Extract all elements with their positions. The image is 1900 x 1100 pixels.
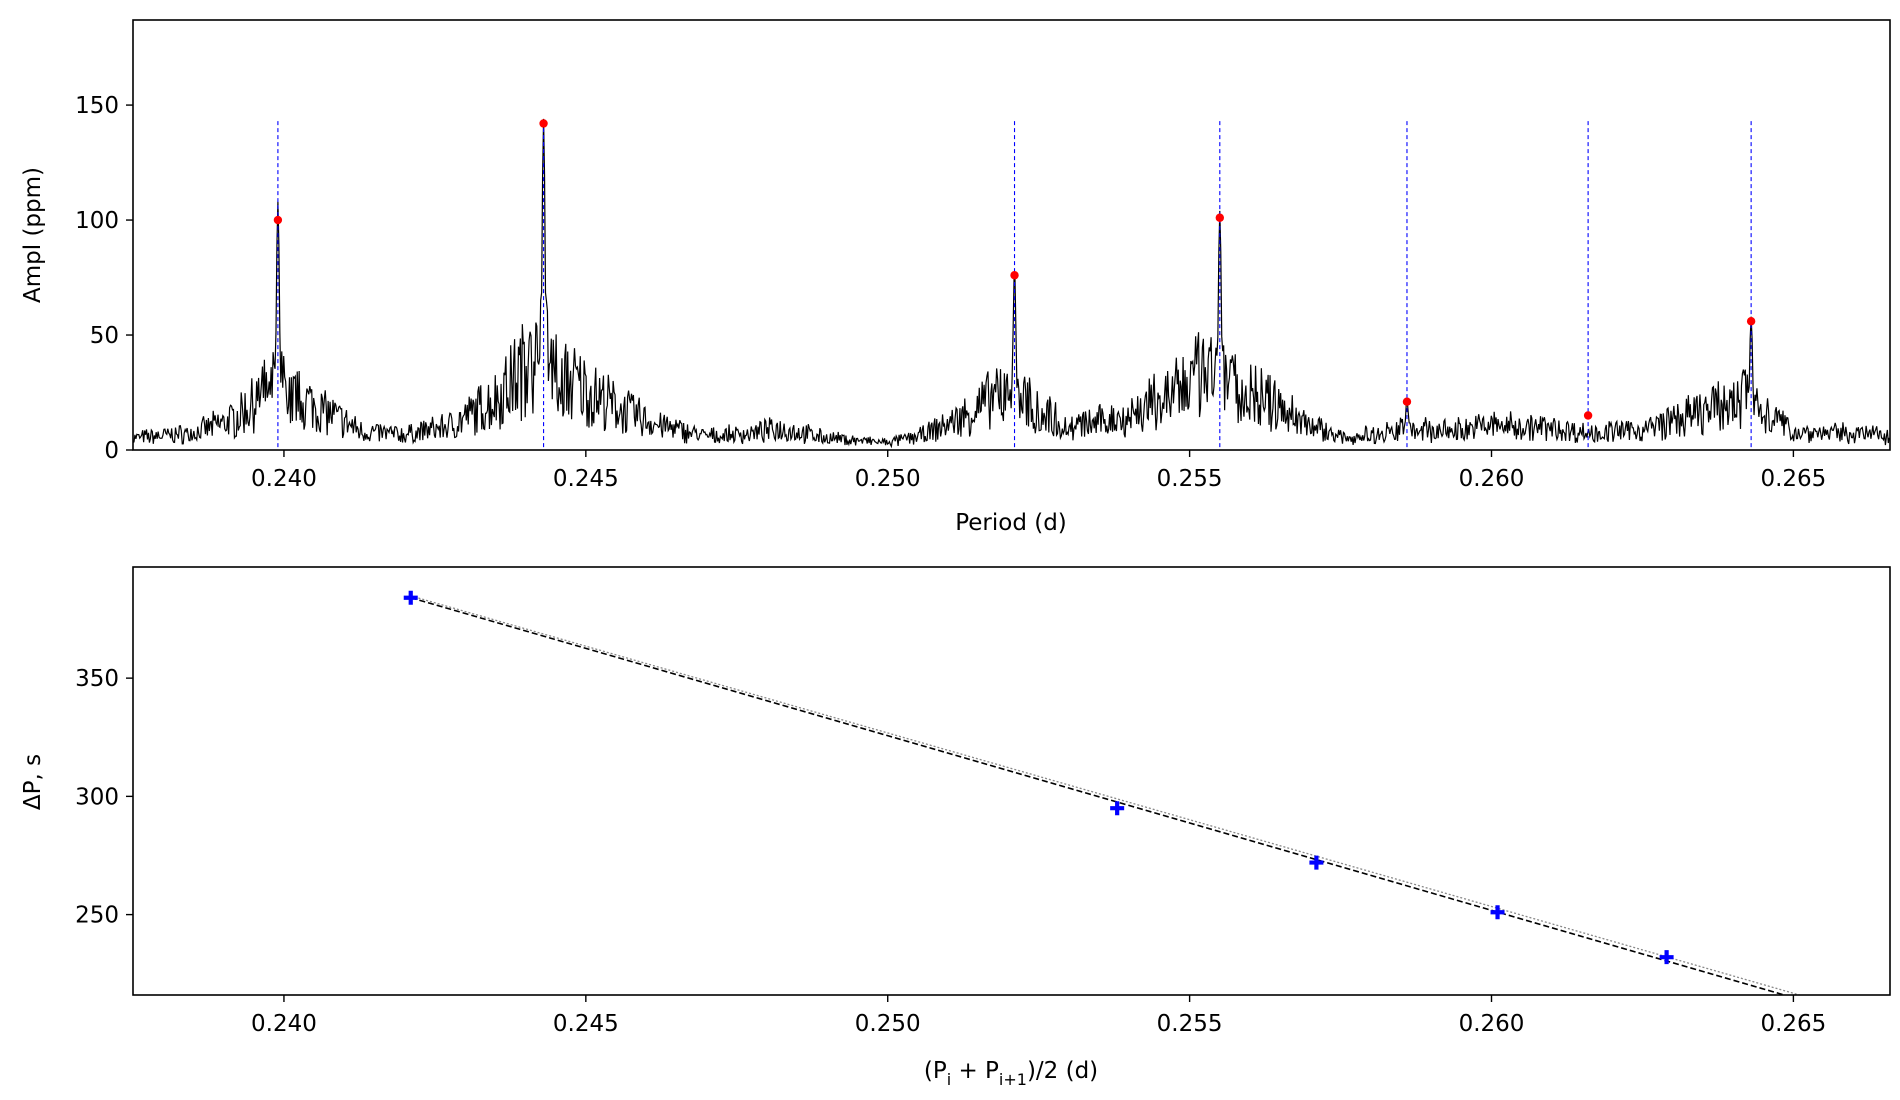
period-spacing-x-axis-label: (Pi + Pi+1)/2 (d) bbox=[924, 1058, 1098, 1089]
periodogram-y-ticks: 0 50 100 150 bbox=[75, 93, 133, 464]
period-spacing-y-tick-label: 350 bbox=[75, 666, 119, 692]
periodogram-y-tick-label: 0 bbox=[104, 438, 119, 464]
xlabel-subscript-i: i bbox=[947, 1070, 951, 1089]
period-spacing-point bbox=[1659, 950, 1674, 965]
periodogram-panel: 0.240 0.245 0.250 0.255 0.260 0.265 0 50 100 150… bbox=[20, 19, 1891, 536]
period-spacing-x-tick-label: 0.250 bbox=[855, 1011, 921, 1037]
period-spacing-y-tick-label: 300 bbox=[75, 784, 119, 810]
period-spacing-point bbox=[1490, 905, 1505, 920]
periodogram-x-tick-label: 0.255 bbox=[1157, 466, 1223, 492]
fit-line-dashed bbox=[410, 596, 1785, 996]
fit-line-dotted bbox=[410, 595, 1800, 996]
peak-point bbox=[1583, 411, 1593, 420]
peak-point bbox=[539, 119, 548, 128]
period-spacing-point bbox=[1110, 801, 1125, 816]
periodogram-y-tick-label: 50 bbox=[90, 323, 119, 349]
periodogram-x-ticks: 0.240 0.245 0.250 0.255 0.260 0.265 bbox=[251, 450, 1826, 492]
periodogram-y-tick-label: 150 bbox=[75, 93, 119, 119]
peak-point bbox=[1746, 317, 1756, 326]
period-spacing-panel: 0.240 0.245 0.250 0.255 0.260 0.265 250 300 350… bbox=[20, 566, 1891, 1089]
periodogram-y-tick-label: 100 bbox=[75, 208, 119, 234]
peak-point bbox=[1010, 271, 1019, 280]
period-spacing-y-tick-label: 250 bbox=[75, 903, 119, 929]
period-spacing-y-ticks: 250 300 350 bbox=[75, 666, 133, 929]
periodogram-plot-area bbox=[132, 118, 1890, 450]
periodogram-x-tick-label: 0.250 bbox=[855, 466, 921, 492]
period-spacing-x-tick-label: 0.245 bbox=[553, 1011, 619, 1037]
xlabel-part-4: )/2 (d) bbox=[1027, 1058, 1098, 1084]
peak-point bbox=[273, 215, 283, 225]
periodogram-x-tick-label: 0.240 bbox=[251, 466, 317, 492]
period-spacing-x-tick-label: 0.265 bbox=[1760, 1011, 1826, 1037]
period-spacing-point bbox=[403, 590, 418, 605]
peak-point bbox=[1215, 213, 1225, 222]
period-spacing-y-axis-label: ΔP, s bbox=[20, 754, 46, 810]
periodogram-x-axis-label: Period (d) bbox=[955, 510, 1067, 536]
period-spacing-x-ticks: 0.240 0.245 0.250 0.255 0.260 0.265 bbox=[251, 995, 1826, 1037]
periodogram-x-tick-label: 0.245 bbox=[553, 466, 619, 492]
xlabel-subscript-i-plus-1: i+1 bbox=[999, 1070, 1027, 1089]
xlabel-part-0: (P bbox=[924, 1058, 947, 1084]
period-spacing-x-tick-label: 0.260 bbox=[1459, 1011, 1525, 1037]
period-spacing-x-tick-label: 0.240 bbox=[251, 1011, 317, 1037]
periodogram-y-axis-label: Ampl (ppm) bbox=[20, 167, 46, 303]
period-spacing-axes-frame bbox=[132, 566, 1891, 996]
peak-point bbox=[1402, 397, 1412, 406]
periodogram-line bbox=[132, 118, 1890, 449]
period-spacing-point bbox=[1309, 855, 1324, 870]
period-spacing-plot-area bbox=[403, 590, 1800, 996]
periodogram-x-tick-label: 0.260 bbox=[1459, 466, 1525, 492]
period-spacing-x-tick-label: 0.255 bbox=[1157, 1011, 1223, 1037]
periodogram-x-tick-label: 0.265 bbox=[1760, 466, 1826, 492]
xlabel-part-2: + P bbox=[951, 1058, 999, 1084]
periodogram-axes-frame bbox=[132, 19, 1891, 451]
